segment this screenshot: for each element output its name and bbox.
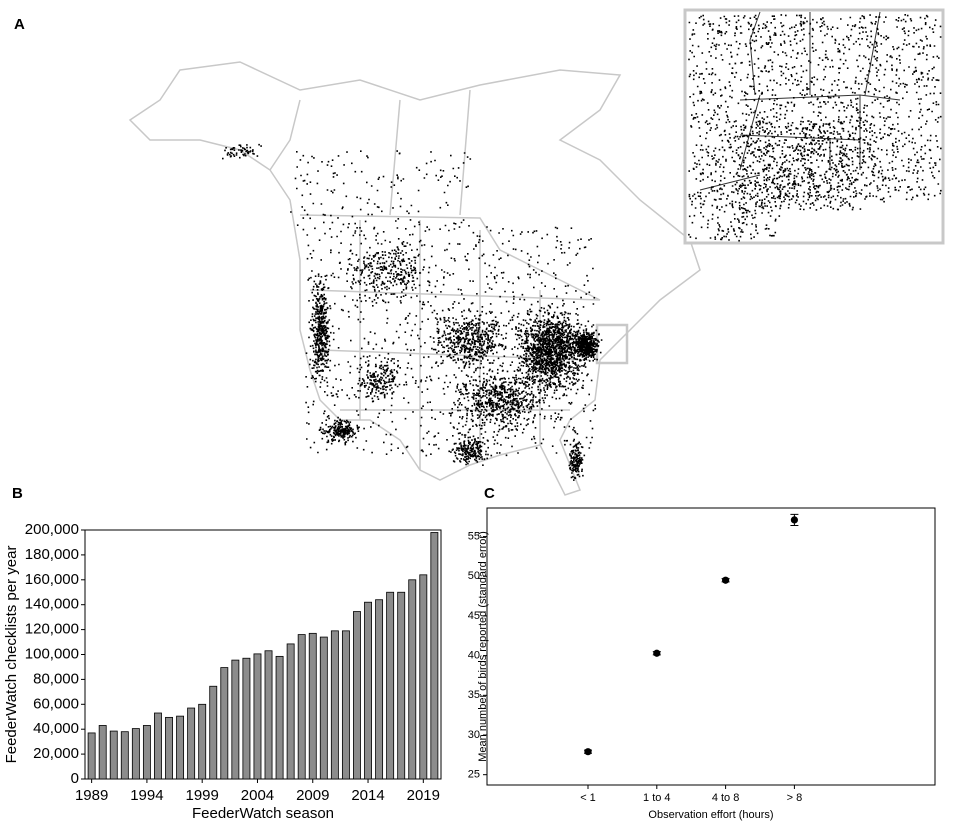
bar	[286, 643, 295, 780]
bar	[176, 715, 185, 780]
bar	[109, 730, 118, 780]
bar	[231, 659, 240, 780]
bar	[220, 667, 229, 780]
bar	[142, 725, 151, 780]
point	[722, 576, 730, 584]
bar	[253, 653, 262, 780]
y-tick-label: 0	[71, 770, 79, 787]
point	[653, 649, 661, 657]
bar	[264, 650, 273, 780]
x-tick-label: 2019	[407, 787, 440, 804]
x-tick-label: > 8	[787, 792, 803, 804]
bar	[98, 725, 107, 780]
y-tick-label: 120,000	[25, 621, 79, 638]
continent-outline	[128, 61, 701, 496]
bar	[386, 591, 395, 780]
bar	[154, 712, 162, 780]
panel-label: C	[484, 485, 495, 502]
y-tick-label: 40	[468, 650, 480, 662]
bar	[120, 731, 129, 780]
bar	[330, 630, 339, 780]
y-tick-label: 40,000	[33, 720, 79, 737]
y-tick-label: 50	[468, 570, 480, 582]
x-tick-label: 1994	[130, 787, 163, 804]
y-tick-label: 55	[468, 530, 480, 542]
bar	[131, 728, 140, 780]
bar	[242, 657, 251, 780]
y-tick-label: 30	[468, 729, 480, 741]
bar	[353, 611, 361, 780]
bar	[341, 630, 350, 780]
bar	[308, 632, 317, 780]
x-tick-label: 1989	[75, 787, 108, 804]
x-tick-label: 2009	[296, 787, 329, 804]
y-tick-label: 80,000	[33, 670, 79, 687]
plot-frame	[486, 507, 936, 786]
y-axis-title: FeederWatch checklists per year	[3, 546, 20, 764]
y-tick-label: 180,000	[25, 546, 79, 563]
panel-label: B	[12, 485, 23, 502]
point	[790, 516, 799, 524]
x-tick-label: < 1	[580, 792, 596, 804]
y-axis-title: Mean number of birds reported (standard …	[477, 531, 489, 762]
x-axis-title: Observation effort (hours)	[648, 809, 773, 821]
bar	[209, 685, 218, 780]
y-tick-label: 60,000	[33, 695, 79, 712]
inset-borders	[699, 11, 901, 191]
bar	[364, 601, 372, 780]
y-tick-label: 45	[468, 610, 480, 622]
y-tick-label: 140,000	[25, 596, 79, 613]
x-tick-label: 2014	[351, 787, 384, 804]
y-tick-label: 35	[468, 689, 480, 701]
point	[584, 748, 592, 756]
x-axis-title: FeederWatch season	[192, 805, 334, 822]
bar	[408, 579, 417, 780]
bar	[430, 532, 439, 780]
y-tick-label: 200,000	[25, 521, 79, 538]
borders	[269, 89, 601, 470]
map	[128, 8, 945, 496]
x-tick-label: 2004	[241, 787, 274, 804]
bar	[319, 636, 328, 780]
panel-label: A	[14, 16, 25, 33]
bar	[187, 707, 196, 780]
x-tick-label: 4 to 8	[712, 792, 740, 804]
bar	[297, 634, 306, 780]
y-tick-label: 160,000	[25, 571, 79, 588]
bar	[198, 703, 207, 780]
x-tick-label: 1999	[186, 787, 219, 804]
inset-locator	[595, 323, 629, 365]
bar	[419, 574, 428, 780]
observation-dots	[222, 14, 942, 481]
bar	[397, 591, 406, 780]
y-tick-label: 20,000	[33, 745, 79, 762]
x-tick-label: 1 to 4	[643, 792, 671, 804]
bar	[165, 716, 173, 780]
y-tick-label: 100,000	[25, 645, 79, 662]
y-tick-label: 25	[468, 769, 480, 781]
bar	[375, 599, 384, 780]
bar	[275, 655, 284, 780]
bar	[87, 732, 96, 780]
